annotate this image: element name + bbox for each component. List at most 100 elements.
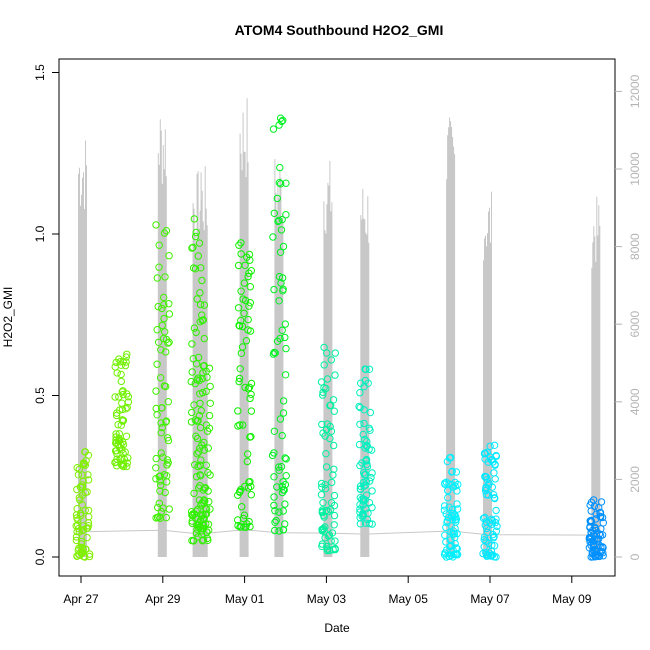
x-tick-label: May 05 [389, 592, 429, 606]
point-cluster-0 [72, 448, 94, 561]
data-point [587, 507, 595, 515]
data-point [162, 227, 171, 235]
data-point [194, 448, 203, 456]
data-point [165, 252, 173, 260]
data-point [247, 407, 256, 415]
data-point [74, 471, 83, 479]
data-point [72, 536, 81, 545]
data-point [112, 411, 121, 420]
data-point [163, 434, 172, 442]
data-point [322, 450, 330, 458]
data-point [244, 315, 252, 324]
point-cluster-4 [193, 362, 215, 545]
data-point [199, 316, 208, 324]
data-point [491, 475, 499, 483]
data-point [320, 513, 328, 521]
data-point [194, 533, 202, 541]
data-point [282, 211, 290, 219]
data-point [199, 369, 207, 377]
data-point [359, 478, 367, 487]
data-point [489, 491, 498, 499]
data-point [155, 499, 164, 507]
data-point [78, 537, 86, 546]
data-point [363, 460, 371, 468]
data-point [363, 442, 371, 450]
data-point [490, 553, 498, 561]
data-point [206, 471, 214, 479]
data-point [194, 515, 202, 523]
data-point [189, 264, 198, 272]
data-point [448, 467, 456, 476]
data-point [242, 523, 250, 531]
data-point [360, 419, 368, 428]
data-point [279, 397, 288, 405]
data-point [356, 485, 365, 494]
data-point [595, 504, 603, 512]
data-point [597, 498, 606, 506]
data-point [86, 550, 94, 558]
data-point [319, 524, 328, 533]
data-point [356, 494, 364, 502]
data-point [239, 421, 247, 429]
data-point [195, 239, 204, 247]
data-point [490, 469, 498, 477]
data-point [320, 384, 328, 392]
data-point [245, 269, 253, 277]
data-point [589, 537, 597, 545]
data-point [587, 516, 595, 525]
data-point [111, 363, 119, 371]
data-point [245, 383, 254, 391]
data-point [240, 511, 249, 519]
data-point [112, 439, 121, 447]
data-point [74, 521, 82, 529]
data-point [270, 493, 278, 501]
data-point [323, 375, 332, 383]
data-point [80, 459, 88, 467]
data-point [448, 516, 457, 524]
data-point [160, 314, 168, 323]
data-point [330, 511, 339, 520]
altitude-trace-9 [483, 191, 492, 557]
data-point [237, 239, 245, 247]
data-point [282, 455, 290, 463]
data-point [202, 520, 210, 528]
data-point [197, 456, 205, 464]
data-point [361, 435, 369, 444]
data-point [330, 465, 338, 473]
point-cluster-1 [111, 350, 133, 471]
data-point [282, 344, 290, 353]
point-cluster-9 [440, 453, 462, 561]
data-point [362, 455, 371, 464]
data-point [156, 374, 165, 382]
data-point [586, 524, 594, 532]
data-point [72, 533, 81, 541]
data-point [318, 506, 327, 514]
data-point [363, 437, 371, 446]
data-point [329, 471, 337, 479]
data-point [443, 457, 452, 466]
data-point [164, 339, 172, 347]
data-point [451, 524, 459, 533]
data-point [78, 483, 87, 491]
data-point [80, 460, 89, 468]
data-point [199, 388, 207, 397]
data-point [152, 454, 160, 463]
altitude-trace-5 [274, 159, 284, 557]
data-point [324, 532, 333, 540]
data-point [197, 264, 205, 272]
data-point [157, 346, 165, 354]
data-point [247, 267, 256, 275]
data-point [362, 442, 371, 451]
data-point [161, 488, 169, 497]
data-point [282, 472, 290, 480]
data-point [188, 408, 196, 417]
data-point [453, 500, 461, 508]
axes: Apr 27 Apr 29 May 01 May 03 May 05 May 07 May … [33, 64, 642, 606]
data-point [487, 456, 496, 464]
data-point [486, 519, 494, 527]
data-point [440, 506, 449, 514]
data-point [319, 499, 327, 507]
data-point [111, 393, 119, 401]
data-point [326, 505, 335, 514]
point-cluster-7 [317, 343, 339, 555]
